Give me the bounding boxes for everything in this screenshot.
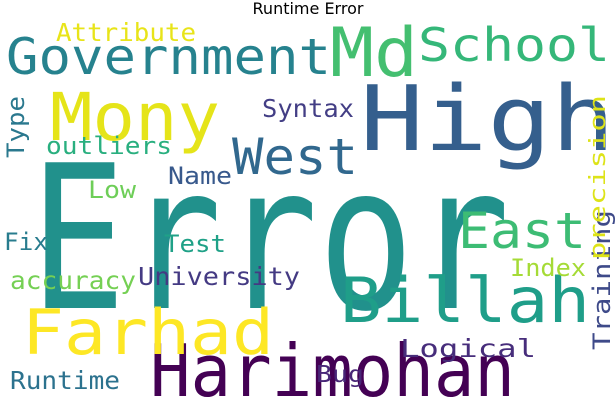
word-outliers: outliers xyxy=(46,132,172,160)
word-error: Error xyxy=(30,123,511,356)
word-index: Index xyxy=(510,254,586,282)
word-high: High xyxy=(360,67,615,172)
word-east: East xyxy=(458,202,586,260)
word-attribute: Attribute xyxy=(56,20,196,47)
word-mony: Mony xyxy=(50,79,220,156)
word-low: Low xyxy=(88,176,136,204)
word-school: School xyxy=(418,20,610,72)
word-government: Government xyxy=(6,28,331,86)
word-farhad: Farhad xyxy=(22,296,274,369)
word-accuracy: accuracy xyxy=(10,266,136,295)
word-logical: Logical xyxy=(400,334,536,363)
word-fix: Fix xyxy=(4,228,48,256)
word-md: Md xyxy=(330,20,418,93)
word-precision: precision xyxy=(586,95,611,261)
word-billah: Billah xyxy=(340,264,590,337)
word-syntax: Syntax xyxy=(262,94,354,123)
word-runtime: Runtime xyxy=(10,366,120,395)
word-name: Name xyxy=(168,162,232,190)
word-test: Test xyxy=(164,230,226,258)
word-harimohan: Harimohan xyxy=(150,329,515,407)
chart-title: Runtime Error xyxy=(252,0,364,18)
word-cloud: Error High Harimohan Billah Farhad Mony Govern… xyxy=(0,20,616,407)
word-type: Type xyxy=(2,96,30,158)
word-university: University xyxy=(138,262,300,291)
word-west: West xyxy=(232,128,358,186)
word-bug: Bug xyxy=(316,362,364,388)
